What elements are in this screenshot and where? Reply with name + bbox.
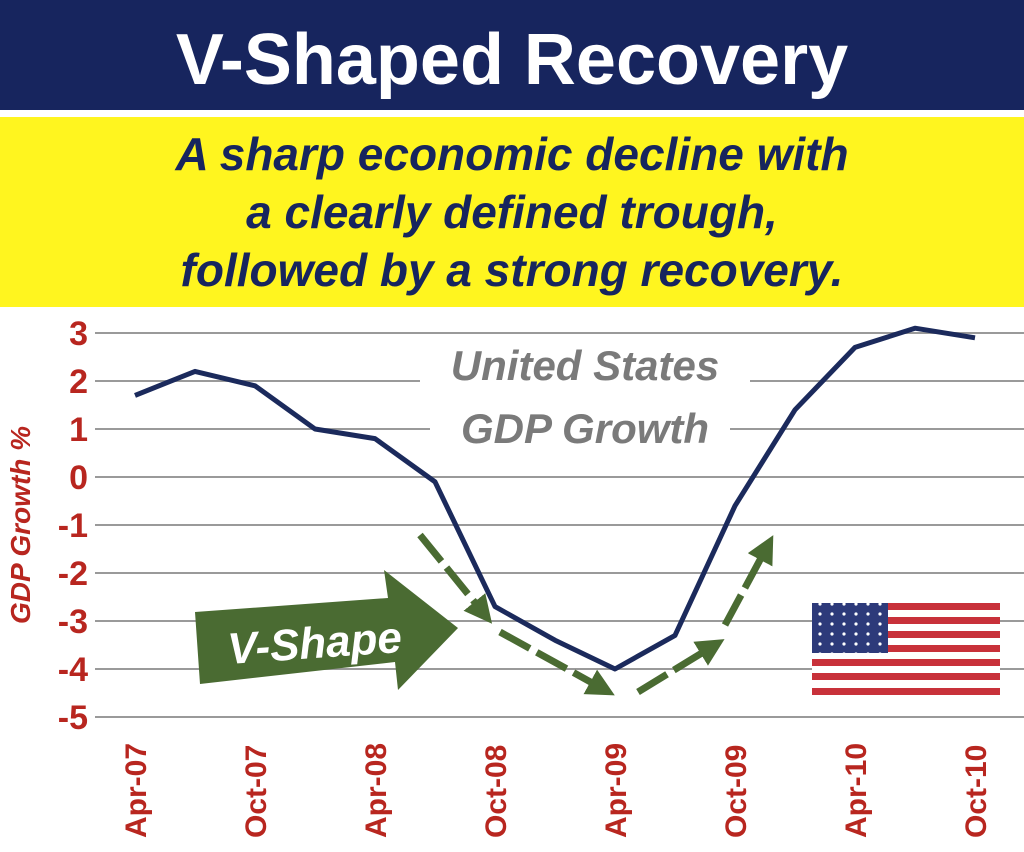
y-tick-label: -5 <box>58 699 88 737</box>
x-tick-label: Oct-07 <box>240 745 273 838</box>
subtitle: a clearly defined trough, <box>246 186 778 238</box>
title-bar <box>0 0 1024 110</box>
flag-stripes <box>812 603 1000 695</box>
arrow <box>636 639 725 695</box>
annotation: V-Shape <box>226 613 403 674</box>
arrow <box>498 628 615 696</box>
x-axis: Apr-07 Oct-07 Apr-08 Oct-08 Apr-09 Oct-09 Apr-… <box>120 743 993 838</box>
y-tick-label: 1 <box>69 411 88 449</box>
series <box>134 325 976 672</box>
y-tick-label: 0 <box>69 459 88 497</box>
stripe <box>812 645 1000 652</box>
v-shape-arrow <box>195 570 458 690</box>
stripe <box>812 688 1000 695</box>
label-backdrop <box>430 405 730 451</box>
x-tick-label: Apr-09 <box>600 743 633 838</box>
arrow <box>417 532 493 624</box>
x-tick-label: Apr-08 <box>360 743 393 838</box>
x-tick-label: Apr-10 <box>840 743 873 838</box>
stripe <box>812 659 1000 666</box>
subtitle: followed by a strong recovery. <box>181 244 844 296</box>
subtitle: A sharp economic decline with <box>174 128 848 180</box>
y-tick-label: -2 <box>58 555 88 593</box>
x-tick-label: Oct-10 <box>960 745 993 838</box>
label-backdrop <box>420 340 750 386</box>
stripe <box>812 673 1000 680</box>
us-flag <box>812 603 1000 695</box>
y-tick-label: 3 <box>69 315 88 353</box>
annotation: GDP Growth <box>461 405 709 452</box>
y-tick-label: -1 <box>58 507 88 545</box>
annotation: United States <box>451 342 719 389</box>
x-tick-label: Apr-07 <box>120 743 153 838</box>
y-axis-title: GDP Growth % <box>5 426 36 624</box>
x-tick-label: Oct-08 <box>480 745 513 838</box>
v-arrows <box>417 532 774 696</box>
data-line <box>134 325 976 672</box>
flag-stars <box>812 603 888 653</box>
subtitle-band <box>0 117 1024 307</box>
arrow <box>721 535 774 627</box>
stripe <box>812 617 1000 624</box>
stripe <box>812 631 1000 638</box>
y-tick-label: 2 <box>69 363 88 401</box>
title: V-Shaped Recovery <box>176 20 848 100</box>
stripe <box>812 603 1000 610</box>
y-tick-label: -4 <box>58 651 88 689</box>
y-tick-label: -3 <box>58 603 88 641</box>
x-tick-label: Oct-09 <box>720 745 753 838</box>
